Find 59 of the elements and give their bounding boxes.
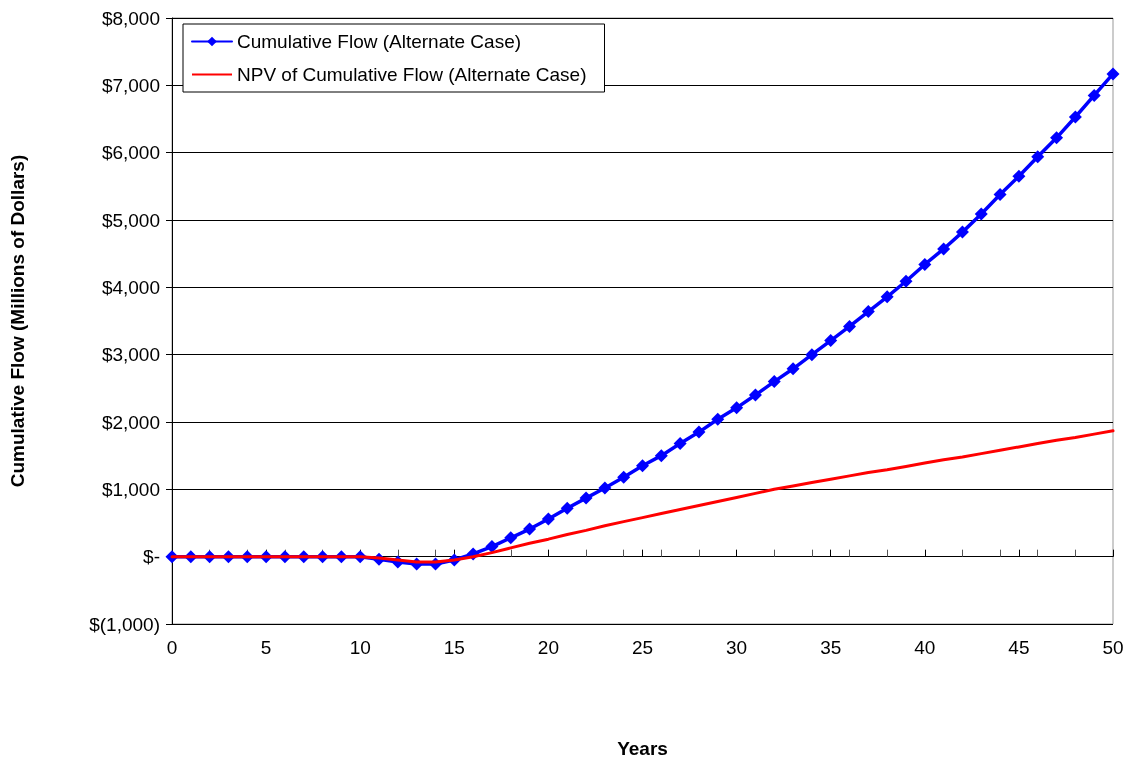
- point: [598, 481, 612, 495]
- x-tick-label: 35: [820, 637, 842, 658]
- point: [861, 305, 875, 319]
- point: [730, 401, 744, 415]
- y-tick-label: $4,000: [101, 276, 160, 298]
- point: [1050, 131, 1064, 145]
- point: [541, 512, 555, 526]
- x-tick-label: 45: [1008, 637, 1030, 658]
- y-tick-label: $3,000: [101, 344, 160, 366]
- x-tick-label: 10: [349, 637, 371, 658]
- point: [786, 362, 800, 376]
- x-tick-label: 50: [1102, 637, 1124, 658]
- point: [1106, 67, 1120, 81]
- x-tick-label: 30: [726, 637, 748, 658]
- point: [993, 187, 1007, 201]
- legend-label: NPV of Cumulative Flow (Alternate Case): [237, 64, 587, 85]
- x-axis-title: Years: [617, 738, 668, 759]
- point: [654, 449, 668, 463]
- y-tick-label: $2,000: [101, 411, 160, 433]
- point: [805, 348, 819, 362]
- point: [767, 375, 781, 389]
- x-tick-label: 25: [631, 637, 654, 658]
- point: [523, 522, 537, 536]
- point: [937, 242, 951, 256]
- point: [1068, 110, 1082, 124]
- point: [955, 225, 969, 239]
- point: [899, 274, 913, 288]
- y-tick-label: $7,000: [101, 74, 160, 96]
- point: [673, 437, 687, 451]
- point: [824, 334, 838, 348]
- point: [636, 459, 649, 473]
- y-tick-label: $5,000: [101, 209, 160, 231]
- x-tick-label: 40: [914, 637, 936, 658]
- point: [880, 290, 894, 304]
- point: [1087, 88, 1101, 102]
- x-tick-label: 0: [166, 637, 178, 658]
- point: [748, 388, 762, 402]
- legend-label: Cumulative Flow (Alternate Case): [237, 31, 522, 52]
- x-tick-label: 5: [260, 637, 272, 658]
- point: [617, 470, 631, 484]
- point: [843, 319, 857, 333]
- point: [974, 207, 988, 221]
- y-tick-label: $8,000: [101, 7, 160, 29]
- y-axis-title: Cumulative Flow (Millions of Dollars): [7, 154, 28, 488]
- point: [1031, 150, 1045, 164]
- point: [918, 257, 932, 271]
- point: [579, 491, 593, 505]
- y-tick-label: $6,000: [101, 142, 160, 164]
- x-tick-label: 20: [537, 637, 559, 658]
- y-tick-label: $1,000: [101, 478, 160, 500]
- point: [485, 540, 499, 554]
- point: [1012, 169, 1026, 183]
- x-tick-label: 15: [443, 637, 465, 658]
- point: [560, 501, 574, 515]
- y-tick-label: $-: [143, 546, 160, 568]
- point: [504, 531, 518, 545]
- y-tick-label: $(1,000): [89, 613, 160, 635]
- point: [711, 412, 725, 426]
- point: [692, 425, 706, 439]
